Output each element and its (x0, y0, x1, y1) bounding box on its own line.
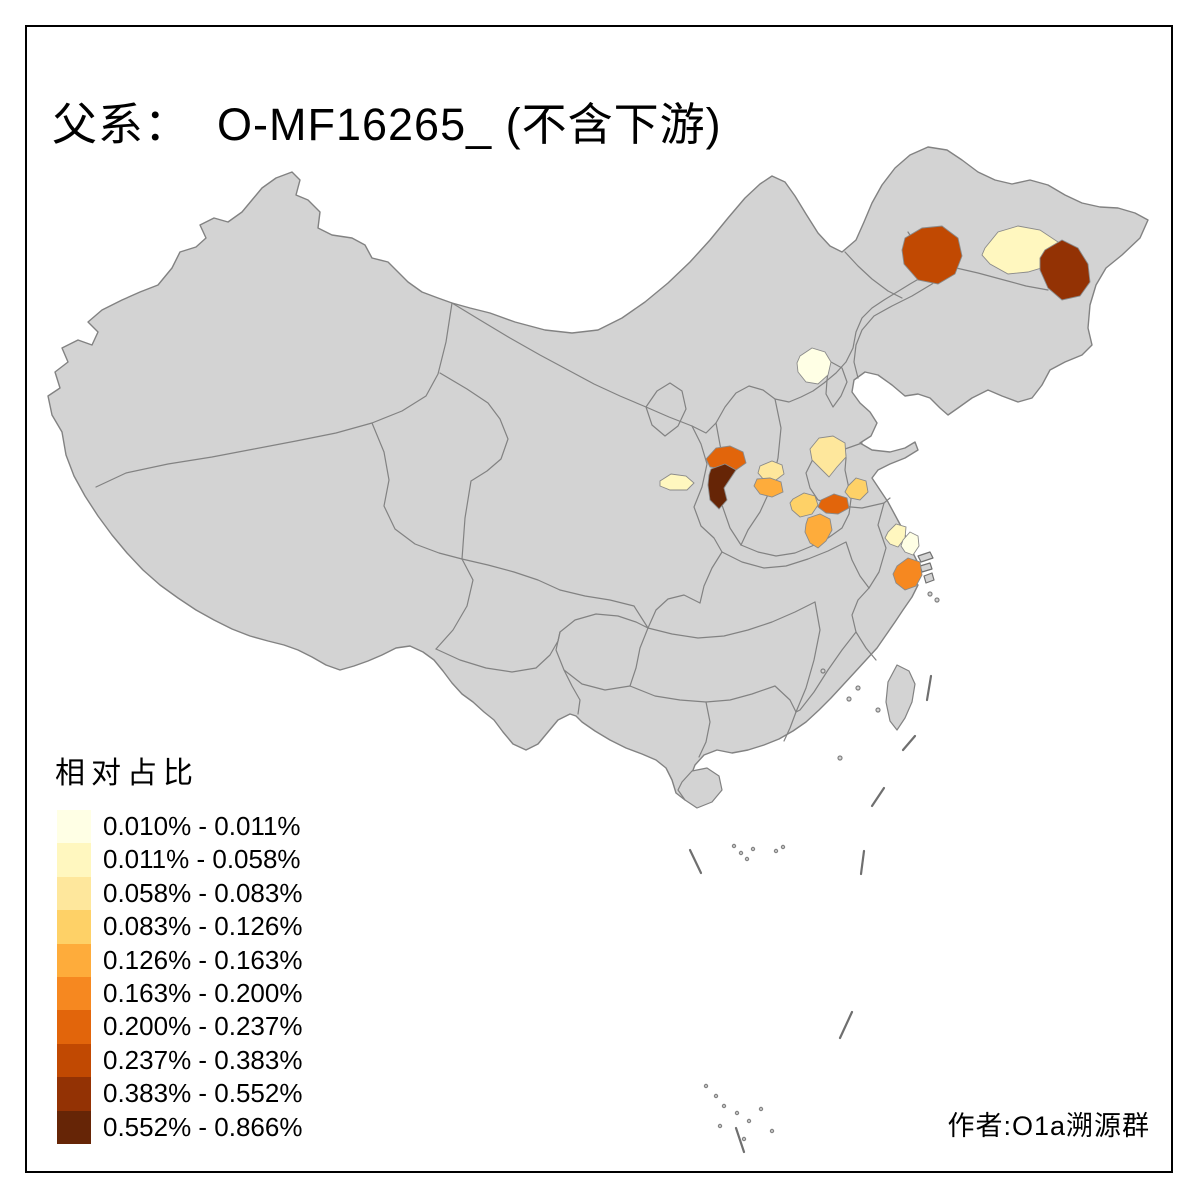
map-region-region-16 (900, 531, 920, 556)
legend-class-label: 0.010% - 0.011% (103, 811, 301, 841)
map-region-region-10 (809, 435, 847, 478)
map-region-region-3 (1039, 239, 1091, 301)
legend-swatch (57, 943, 91, 977)
legend-class-label: 0.011% - 0.058% (103, 844, 301, 875)
nine-dash-line (688, 674, 933, 1154)
legend-class-label: 0.058% - 0.083% (103, 877, 303, 908)
legend-swatch (57, 976, 91, 1011)
map-region-region-8 (757, 460, 785, 481)
legend-row: 0.126% - 0.163% (57, 943, 303, 977)
plot-frame (25, 25, 1173, 1173)
legend-swatch (57, 876, 91, 911)
legend-class-label: 0.383% - 0.552% (103, 1078, 303, 1109)
map-region-region-13 (789, 492, 819, 518)
legend-row: 0.200% - 0.237% (57, 1010, 303, 1044)
map-region-region-4 (796, 347, 832, 385)
legend-swatch (57, 843, 91, 877)
mainland-landmass (47, 146, 1149, 801)
legend-row: 0.011% - 0.058% (57, 843, 302, 877)
legend-row: 0.383% - 0.552% (57, 1077, 303, 1111)
hainan-island (677, 767, 723, 809)
legend-row: 0.010% - 0.011% (57, 810, 302, 844)
legend: 相对占比 0.010% - 0.011% 0.011% - 0.058% 0.058… (55, 748, 302, 1144)
map-region-region-9 (753, 477, 784, 498)
legend-row: 0.058% - 0.083% (57, 876, 303, 911)
legend-class-label: 0.163% - 0.200% (103, 977, 303, 1008)
map-region-region-14 (804, 513, 833, 549)
map-region-region-12 (817, 493, 850, 515)
legend-class-label: 0.552% - 0.866% (103, 1111, 303, 1142)
legend-row: 0.163% - 0.200% (57, 976, 303, 1011)
map-region-region-15 (884, 523, 907, 548)
islands (677, 551, 940, 1142)
south-china-sea-islets (703, 843, 786, 1142)
legend-rows: 0.010% - 0.011% 0.011% - 0.058% 0.058% - 0… (57, 810, 302, 1144)
legend-row: 0.552% - 0.866% (57, 1110, 303, 1144)
map-region-region-5 (659, 473, 695, 491)
map-region-region-1 (901, 225, 963, 285)
chongming-islets (917, 551, 934, 563)
legend-swatch (57, 910, 91, 944)
legend-class-label: 0.237% - 0.383% (103, 1044, 303, 1075)
legend-swatch (57, 1010, 91, 1044)
legend-swatch (57, 1077, 91, 1111)
legend-row: 0.237% - 0.383% (57, 1043, 303, 1078)
legend-class-label: 0.126% - 0.163% (103, 944, 303, 975)
map-region-region-7 (707, 463, 737, 510)
legend-title: 相对占比 (55, 757, 199, 790)
legend-swatch (57, 810, 91, 844)
legend-swatch (57, 1043, 91, 1078)
attribution-text: 作者:O1a溯源群 (947, 1111, 1150, 1141)
legend-swatch (57, 1110, 91, 1144)
legend-class-label: 0.083% - 0.126% (103, 911, 303, 942)
map-region-region-11 (844, 477, 869, 501)
legend-row: 0.083% - 0.126% (57, 910, 303, 944)
map-region-region-17 (892, 557, 923, 591)
taiwan-island (885, 664, 916, 731)
colored-regions (659, 225, 1091, 591)
legend-class-label: 0.200% - 0.237% (103, 1011, 303, 1042)
map-title: 父系： O-MF16265_ (不含下游) (52, 99, 722, 151)
